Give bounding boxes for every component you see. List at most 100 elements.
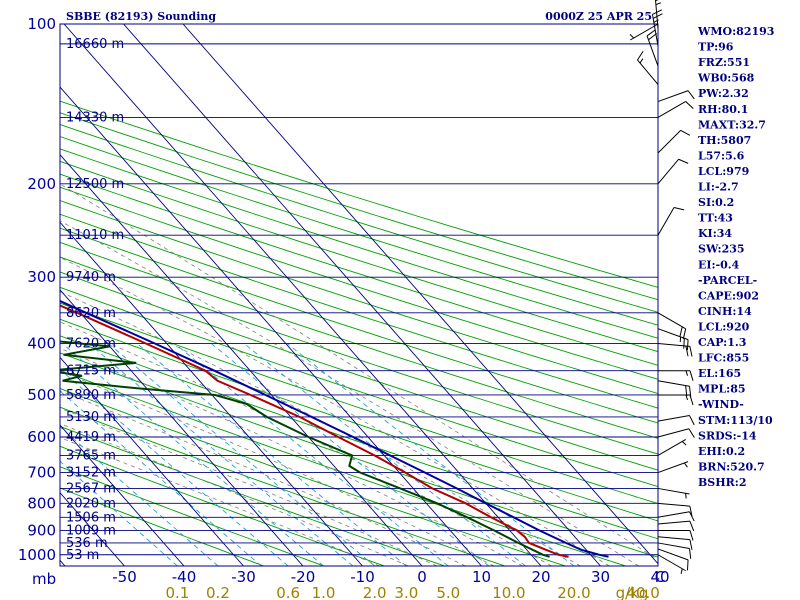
mixing-ratio-line [62, 343, 324, 566]
dry-adiabat [60, 124, 658, 313]
wind-barb-staff [657, 328, 689, 341]
dewpoint-series-line [60, 340, 550, 558]
height-label: 7620 m [66, 337, 116, 352]
index-line: WB0:568 [697, 72, 755, 85]
mixing-ratio-line [60, 390, 262, 566]
wind-barb-feather [655, 0, 659, 2]
index-line: LCL:920 [698, 320, 750, 333]
wind-barb [657, 554, 686, 574]
index-line: LI:-2.7 [698, 181, 739, 194]
wind-barb [657, 380, 692, 397]
wind-barb [657, 428, 695, 438]
dry-adiabat [60, 136, 658, 326]
index-line: SI:0.2 [698, 196, 734, 209]
wind-barb-staff [657, 461, 689, 474]
wind-barb-feather [689, 415, 695, 426]
pressure-tick-label: 300 [27, 268, 56, 286]
wind-barb-feather [687, 90, 695, 100]
dry-adiabat [60, 487, 264, 566]
dry-adiabat [60, 186, 658, 380]
wind-barb [657, 90, 695, 103]
dry-adiabat [60, 466, 325, 566]
wind-barb-feather [689, 506, 693, 517]
wind-barb-feather [689, 370, 694, 381]
mixing-ratio-line [286, 343, 575, 566]
temperature-tick-label: 10 [472, 568, 491, 586]
wind-barb-staff [657, 554, 686, 572]
isotherm [60, 356, 244, 566]
dry-adiabat [60, 406, 506, 566]
dry-adiabat [60, 241, 658, 439]
index-line: SRDS:-14 [698, 429, 757, 442]
dry-adiabat [60, 148, 658, 339]
isotherm [60, 424, 185, 566]
index-line: EI:-0.4 [698, 258, 740, 271]
dry-adiabat [60, 271, 658, 471]
pressure-tick-label: 500 [27, 386, 56, 404]
wind-barb-half-feather [681, 441, 687, 446]
pressure-tick-label: 400 [27, 335, 56, 353]
wind-barb [657, 101, 694, 118]
dry-adiabat [60, 160, 658, 353]
mixing-ratio-tick-label: 0.1 [165, 584, 189, 600]
index-line: MPL:85 [698, 383, 746, 396]
dry-adiabat [60, 200, 658, 395]
index-line: TT:43 [698, 212, 733, 225]
wind-barb-staff [637, 59, 659, 85]
pressure-tick-label: 100 [27, 15, 56, 33]
wind-barb-feather [682, 328, 687, 340]
wind-barb-staff [657, 207, 675, 236]
index-line: -WIND- [698, 398, 744, 411]
wind-barbs [629, 0, 695, 574]
temperature-series-line [60, 304, 569, 558]
mixing-ratio-tick-label: 2.0 [363, 584, 387, 600]
index-line: FRZ:551 [698, 56, 750, 69]
pressure-tick-label: 800 [27, 494, 56, 512]
moist-adiabat [60, 347, 523, 566]
mixing-ratio-line [243, 343, 526, 566]
height-label: 53 m [66, 548, 99, 563]
wind-barb [629, 23, 659, 41]
moist-adiabat [60, 370, 495, 566]
temperature-tick-label: -20 [291, 568, 316, 586]
dry-adiabat [60, 286, 658, 488]
parcel-series-line [60, 299, 609, 558]
index-line: CAPE:902 [698, 289, 759, 302]
height-label: 8620 m [66, 306, 116, 321]
moist-adiabat [60, 257, 610, 566]
wind-barb-staff [657, 502, 690, 507]
dry-adiabat [60, 100, 658, 288]
mixing-ratio-line [60, 368, 289, 566]
wind-barb-feather [652, 13, 663, 19]
wind-barb [657, 207, 685, 236]
dry-adiabat [60, 302, 658, 505]
height-label: 3152 m [66, 466, 116, 481]
mixing-ratio-line [136, 343, 407, 566]
wind-barb-staff [654, 0, 659, 29]
height-label: 4419 m [66, 430, 116, 445]
mixing-ratio-line [88, 343, 354, 566]
background-lines [60, 24, 658, 566]
wind-barb [657, 511, 695, 522]
temperature-unit-label: C [655, 568, 665, 586]
mixing-ratio-tick-label: 5.0 [436, 584, 460, 600]
wind-barb-feather [685, 345, 689, 357]
isotherm [60, 153, 423, 566]
isotherm [60, 289, 304, 566]
wind-barb-feather [689, 511, 695, 522]
height-label: 5130 m [66, 410, 116, 425]
wind-barb-staff [657, 415, 690, 422]
wind-barb-feather [686, 339, 689, 351]
index-line: LCL:979 [698, 165, 749, 178]
temperature-tick-label: -10 [350, 568, 375, 586]
pressure-unit-label: mb [32, 570, 56, 588]
wind-barb [658, 529, 694, 541]
wind-barb-staff [657, 542, 690, 549]
wind-barb-feather [680, 129, 691, 136]
index-line: TP:96 [698, 41, 734, 54]
height-label: 1009 m [66, 523, 116, 538]
wind-barb [657, 502, 693, 517]
index-line: SW:235 [698, 243, 745, 256]
wind-barb-feather [637, 50, 644, 61]
index-line: RH:80.1 [698, 103, 748, 116]
